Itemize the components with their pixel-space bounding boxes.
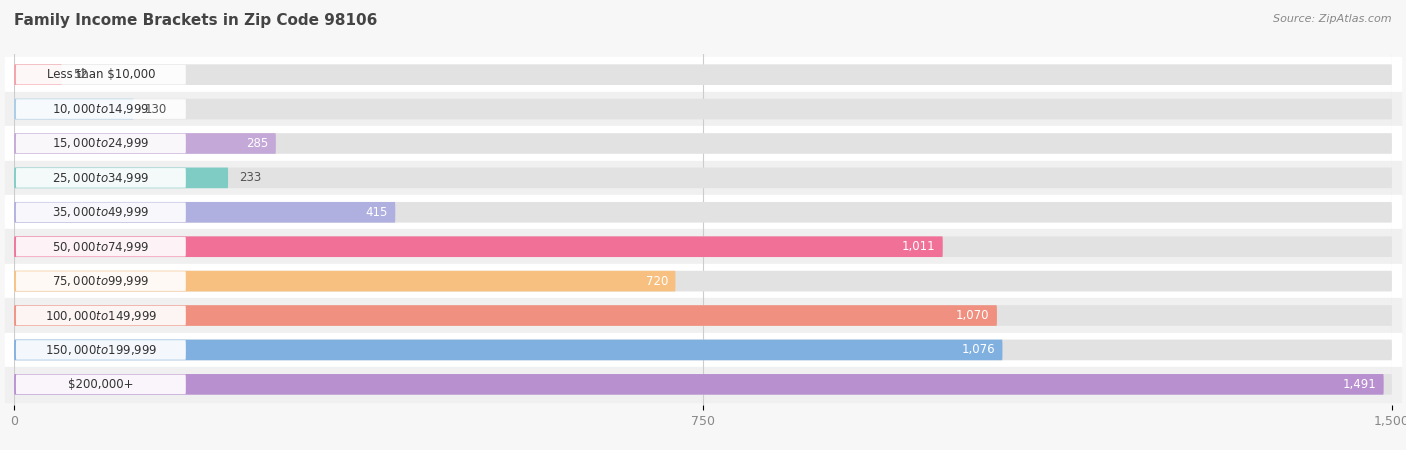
- FancyBboxPatch shape: [14, 340, 1392, 360]
- Text: 1,070: 1,070: [956, 309, 990, 322]
- Text: 52: 52: [73, 68, 87, 81]
- FancyBboxPatch shape: [14, 167, 1392, 188]
- FancyBboxPatch shape: [15, 99, 186, 119]
- Text: $150,000 to $199,999: $150,000 to $199,999: [45, 343, 157, 357]
- Text: $10,000 to $14,999: $10,000 to $14,999: [52, 102, 149, 116]
- Text: Source: ZipAtlas.com: Source: ZipAtlas.com: [1274, 14, 1392, 23]
- Bar: [4, 298, 1402, 333]
- FancyBboxPatch shape: [15, 65, 186, 85]
- Text: $35,000 to $49,999: $35,000 to $49,999: [52, 205, 149, 219]
- FancyBboxPatch shape: [15, 237, 186, 256]
- Text: Family Income Brackets in Zip Code 98106: Family Income Brackets in Zip Code 98106: [14, 14, 377, 28]
- Bar: [4, 230, 1402, 264]
- FancyBboxPatch shape: [14, 374, 1384, 395]
- FancyBboxPatch shape: [14, 167, 228, 188]
- FancyBboxPatch shape: [14, 133, 1392, 154]
- Bar: [4, 264, 1402, 298]
- Bar: [4, 92, 1402, 126]
- FancyBboxPatch shape: [14, 202, 395, 223]
- FancyBboxPatch shape: [14, 305, 1392, 326]
- FancyBboxPatch shape: [14, 271, 1392, 292]
- Text: $100,000 to $149,999: $100,000 to $149,999: [45, 309, 157, 323]
- FancyBboxPatch shape: [14, 236, 1392, 257]
- Bar: [4, 161, 1402, 195]
- FancyBboxPatch shape: [14, 99, 134, 119]
- FancyBboxPatch shape: [15, 271, 186, 291]
- FancyBboxPatch shape: [15, 202, 186, 222]
- Text: $75,000 to $99,999: $75,000 to $99,999: [52, 274, 149, 288]
- Bar: [4, 195, 1402, 230]
- Text: 1,011: 1,011: [901, 240, 935, 253]
- Text: 1,076: 1,076: [962, 343, 995, 356]
- FancyBboxPatch shape: [14, 64, 62, 85]
- Text: 233: 233: [239, 171, 262, 184]
- FancyBboxPatch shape: [15, 340, 186, 360]
- FancyBboxPatch shape: [15, 374, 186, 394]
- Text: $15,000 to $24,999: $15,000 to $24,999: [52, 136, 149, 150]
- FancyBboxPatch shape: [14, 99, 1392, 119]
- FancyBboxPatch shape: [14, 133, 276, 154]
- Bar: [4, 126, 1402, 161]
- FancyBboxPatch shape: [14, 236, 943, 257]
- Text: 415: 415: [366, 206, 388, 219]
- FancyBboxPatch shape: [15, 306, 186, 325]
- FancyBboxPatch shape: [14, 271, 675, 292]
- Text: 1,491: 1,491: [1343, 378, 1376, 391]
- Text: $200,000+: $200,000+: [67, 378, 134, 391]
- FancyBboxPatch shape: [15, 168, 186, 188]
- FancyBboxPatch shape: [14, 202, 1392, 223]
- Text: 285: 285: [246, 137, 269, 150]
- Text: 720: 720: [645, 274, 668, 288]
- Bar: [4, 58, 1402, 92]
- Text: Less than $10,000: Less than $10,000: [46, 68, 155, 81]
- Bar: [4, 367, 1402, 401]
- Text: $50,000 to $74,999: $50,000 to $74,999: [52, 240, 149, 254]
- FancyBboxPatch shape: [14, 374, 1392, 395]
- FancyBboxPatch shape: [14, 64, 1392, 85]
- Bar: [4, 333, 1402, 367]
- FancyBboxPatch shape: [14, 305, 997, 326]
- FancyBboxPatch shape: [15, 134, 186, 153]
- FancyBboxPatch shape: [14, 340, 1002, 360]
- Text: $25,000 to $34,999: $25,000 to $34,999: [52, 171, 149, 185]
- Text: 130: 130: [145, 103, 167, 116]
